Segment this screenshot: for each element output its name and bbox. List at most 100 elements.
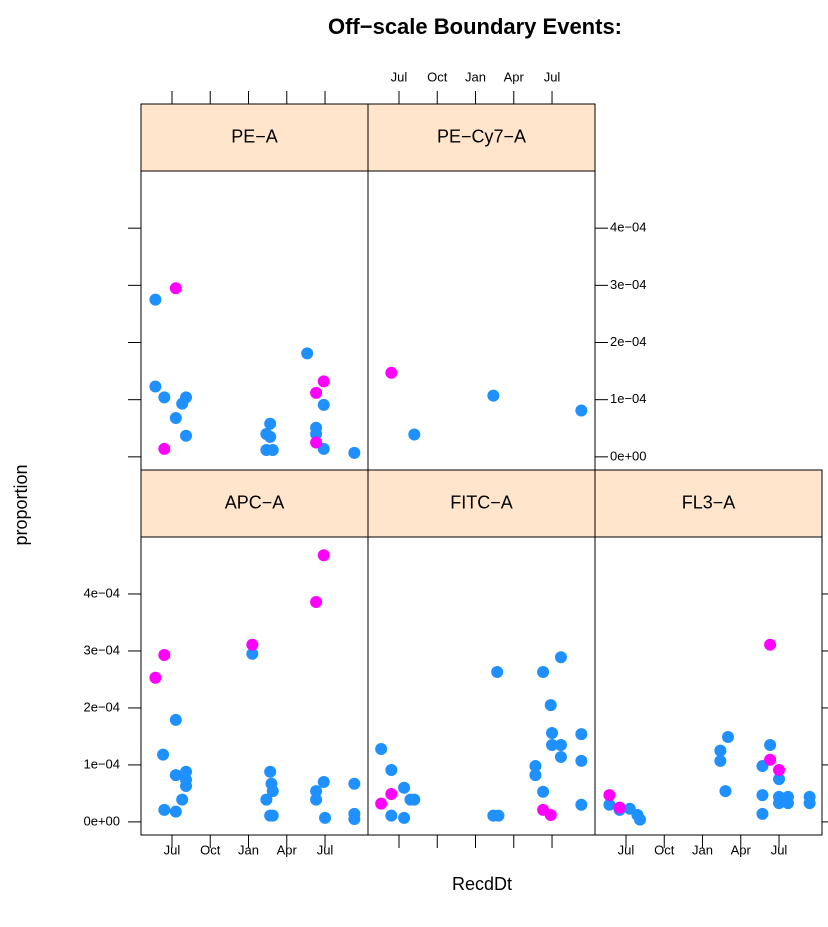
point (348, 813, 361, 826)
point (408, 793, 421, 806)
x-tick-label: Jan (465, 69, 486, 84)
panel-title: FITC−A (450, 492, 513, 512)
y-tick-label: 1e−04 (610, 391, 647, 406)
y-axis-label: proportion (11, 464, 31, 545)
panel-title: APC−A (225, 492, 285, 512)
x-tick-label: Oct (427, 69, 448, 84)
x-tick-label: Oct (654, 842, 675, 857)
point (408, 428, 421, 441)
strip (594, 469, 823, 538)
point (348, 446, 361, 459)
point (158, 803, 171, 816)
point (385, 787, 398, 800)
point (781, 797, 794, 810)
x-tick-label: Oct (200, 842, 221, 857)
point (714, 744, 727, 757)
point (385, 809, 398, 822)
x-axis-label: RecdDt (452, 874, 512, 894)
point (603, 798, 616, 811)
point (764, 638, 777, 651)
point (546, 727, 559, 740)
point (537, 666, 550, 679)
point (169, 411, 182, 424)
point (264, 430, 277, 443)
point (180, 429, 193, 442)
panel-frame (367, 170, 596, 471)
point (375, 742, 388, 755)
x-tick-label: Jul (317, 842, 334, 857)
panel-title: PE−A (231, 126, 278, 146)
point (169, 805, 182, 818)
point (310, 427, 323, 440)
strip (140, 103, 369, 172)
point (266, 443, 279, 456)
point (158, 391, 171, 404)
point (169, 282, 182, 295)
point (149, 380, 162, 393)
point (537, 785, 550, 798)
point (764, 753, 777, 766)
panel-frame (140, 170, 369, 471)
point (722, 730, 735, 743)
point (803, 797, 816, 810)
point (310, 793, 323, 806)
strip (367, 469, 596, 538)
x-tick-label: Apr (731, 842, 752, 857)
point (575, 798, 588, 811)
x-tick-label: Jul (391, 69, 408, 84)
point (554, 750, 567, 763)
point (756, 789, 769, 802)
point (613, 801, 626, 814)
point (266, 809, 279, 822)
point (266, 785, 279, 798)
point (398, 781, 411, 794)
point (310, 436, 323, 449)
point (317, 549, 330, 562)
point (719, 785, 732, 798)
point (317, 375, 330, 388)
point (149, 671, 162, 684)
point (487, 389, 500, 402)
chart-title: Off−scale Boundary Events: (328, 14, 622, 39)
x-tick-label: Jan (238, 842, 259, 857)
panel-frame (594, 536, 823, 836)
point (176, 397, 189, 410)
point (575, 754, 588, 767)
x-tick-label: Jul (618, 842, 635, 857)
point (169, 713, 182, 726)
point (310, 595, 323, 608)
point (375, 797, 388, 810)
y-tick-label: 0e+00 (83, 813, 120, 828)
point (603, 789, 616, 802)
point (246, 638, 259, 651)
point (773, 797, 786, 810)
y-tick-label: 2e−04 (83, 699, 120, 714)
panel-title: PE−Cy7−A (437, 126, 526, 146)
point (575, 728, 588, 741)
point (169, 769, 182, 782)
point (554, 651, 567, 664)
point (310, 785, 323, 798)
point (714, 754, 727, 767)
x-tick-label: Jan (692, 842, 713, 857)
panel-frame (140, 536, 369, 836)
point (773, 773, 786, 786)
point (180, 779, 193, 792)
point (301, 347, 314, 360)
x-tick-label: Jul (164, 842, 181, 857)
point (385, 764, 398, 777)
x-tick-label: Apr (504, 69, 525, 84)
y-tick-label: 4e−04 (610, 220, 647, 235)
y-tick-label: 4e−04 (83, 585, 120, 600)
strip (140, 469, 369, 538)
point (491, 666, 504, 679)
point (149, 293, 162, 306)
point (756, 807, 769, 820)
point (310, 386, 323, 399)
point (317, 398, 330, 411)
x-tick-label: Apr (277, 842, 298, 857)
point (492, 809, 505, 822)
point (246, 647, 259, 660)
